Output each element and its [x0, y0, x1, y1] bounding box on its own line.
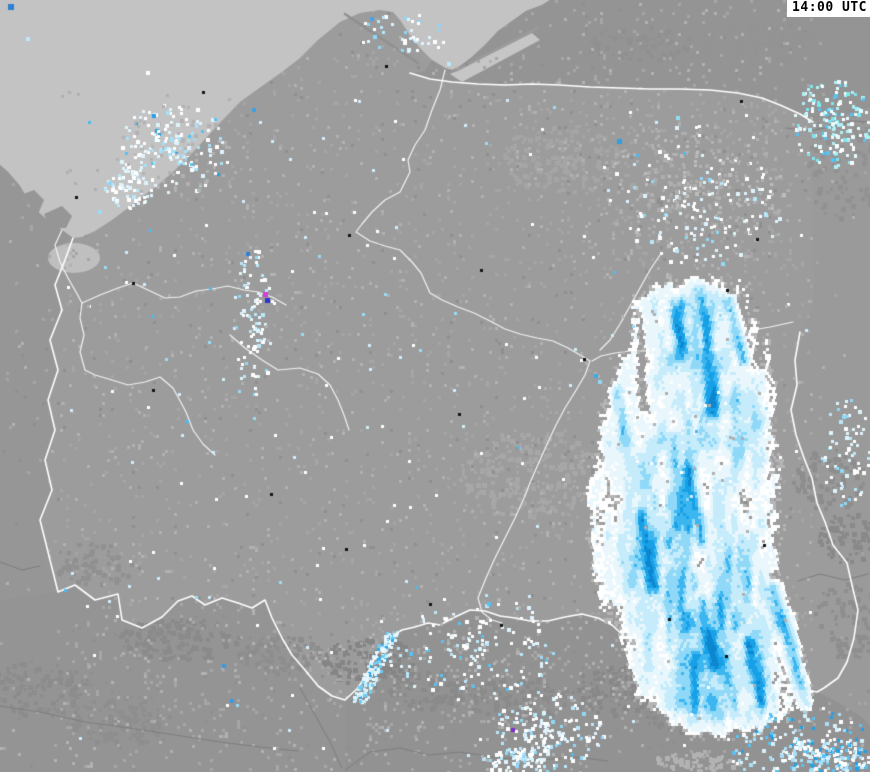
timestamp-label: 14:00 UTC — [787, 0, 870, 17]
